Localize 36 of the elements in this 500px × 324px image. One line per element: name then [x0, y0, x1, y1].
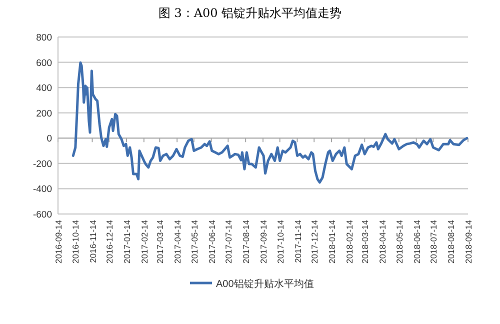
- y-tick-label: 0: [46, 134, 52, 145]
- x-tick-label: 2017-03-14: [155, 220, 166, 264]
- x-tick-label: 2016-12-14: [104, 220, 115, 264]
- legend-label: A00铝锭升贴水平均值: [216, 278, 314, 290]
- x-tick-label: 2017-10-14: [275, 220, 286, 264]
- y-tick-label: 200: [36, 108, 52, 120]
- x-tick-label: 2018-01-14: [327, 220, 338, 264]
- y-tick-label: -600: [32, 210, 52, 220]
- x-tick-label: 2017-07-14: [224, 220, 234, 264]
- x-tick-label: 2017-11-14: [292, 220, 303, 263]
- y-tick-label: -400: [32, 184, 52, 196]
- x-tick-label: 2017-12-14: [310, 220, 320, 264]
- x-tick-label: 2016-11-14: [88, 220, 98, 263]
- x-tick-label: 2018-03-14: [360, 220, 370, 264]
- x-tick-label: 2018-02-14: [344, 220, 354, 264]
- line-series: [72, 61, 468, 184]
- x-tick-label: 2018-08-14: [446, 220, 456, 264]
- x-tick-label: 2016-09-14: [54, 220, 64, 264]
- y-tick-label: 600: [36, 58, 52, 69]
- x-tick-label: 2018-07-14: [428, 220, 439, 264]
- y-tick-label: 400: [36, 83, 52, 94]
- x-tick-label: 2017-08-14: [241, 220, 252, 264]
- x-tick-label: 2017-01-14: [122, 220, 132, 264]
- x-tick-label: 2016-10-14: [70, 220, 80, 264]
- x-tick-label: 2018-04-14: [378, 220, 388, 264]
- x-tick-label: 2018-06-14: [412, 220, 422, 264]
- y-tick-label: 800: [36, 32, 52, 44]
- x-tick-label: 2017-02-14: [139, 220, 150, 264]
- x-tick-label: 2017-06-14: [206, 220, 217, 264]
- x-tick-label: 2017-05-14: [189, 220, 200, 264]
- x-tick-label: 2018-09-14: [464, 220, 474, 264]
- chart-title: 图 3：A00 铝锭升贴水平均值走势: [158, 6, 342, 20]
- x-tick-label: 2017-09-14: [258, 220, 268, 264]
- y-tick-label: -200: [32, 158, 52, 170]
- x-tick-label: 2018-05-14: [394, 220, 404, 264]
- x-tick-label: 2017-04-14: [172, 220, 183, 264]
